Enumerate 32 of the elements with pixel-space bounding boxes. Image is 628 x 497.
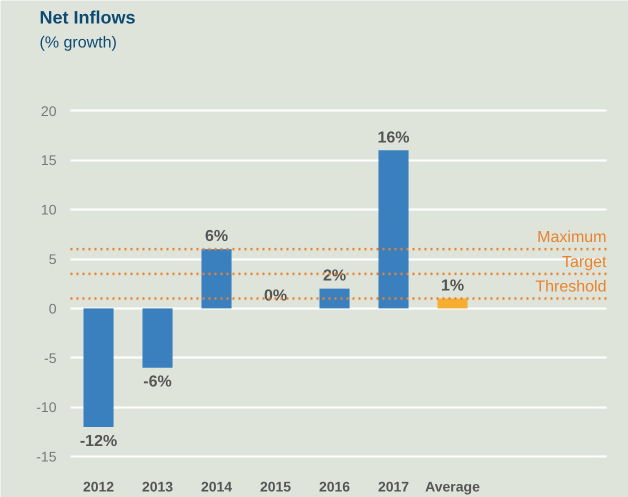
bar <box>437 298 468 308</box>
x-tick-label: Average <box>425 478 480 494</box>
data-label: -12% <box>80 432 118 450</box>
chart-subtitle: (% growth) <box>40 34 117 52</box>
bar <box>201 249 232 308</box>
ref-line-label: Maximum <box>537 229 607 246</box>
x-tick-label: 2013 <box>142 478 174 494</box>
y-tick-label: 5 <box>48 251 57 267</box>
y-tick-label: 20 <box>40 102 57 119</box>
x-tick-label: 2014 <box>200 478 232 494</box>
data-label: 16% <box>378 129 410 146</box>
ref-line-label: Threshold <box>535 278 607 296</box>
y-tick-label: -5 <box>44 350 57 366</box>
data-label: 6% <box>204 228 228 246</box>
x-tick-label: 2017 <box>378 478 410 494</box>
ref-line-label: Target <box>562 254 608 271</box>
data-label: 0% <box>264 287 288 304</box>
bar <box>319 288 350 308</box>
x-tick-label: 2015 <box>260 478 292 494</box>
x-tick-label: 2012 <box>82 478 114 494</box>
y-tick-label: 0 <box>48 300 57 316</box>
bar <box>378 150 409 308</box>
y-tick-label: -10 <box>36 399 57 416</box>
data-label: -6% <box>143 374 172 391</box>
y-tick-label: 10 <box>40 202 57 218</box>
bar <box>142 308 173 368</box>
bar <box>83 308 114 427</box>
y-tick-label: -15 <box>36 448 57 465</box>
chart-title: Net Inflows <box>40 8 136 28</box>
x-tick-label: 2016 <box>318 478 350 494</box>
y-tick-label: 15 <box>40 152 57 168</box>
data-label: 1% <box>440 278 464 295</box>
